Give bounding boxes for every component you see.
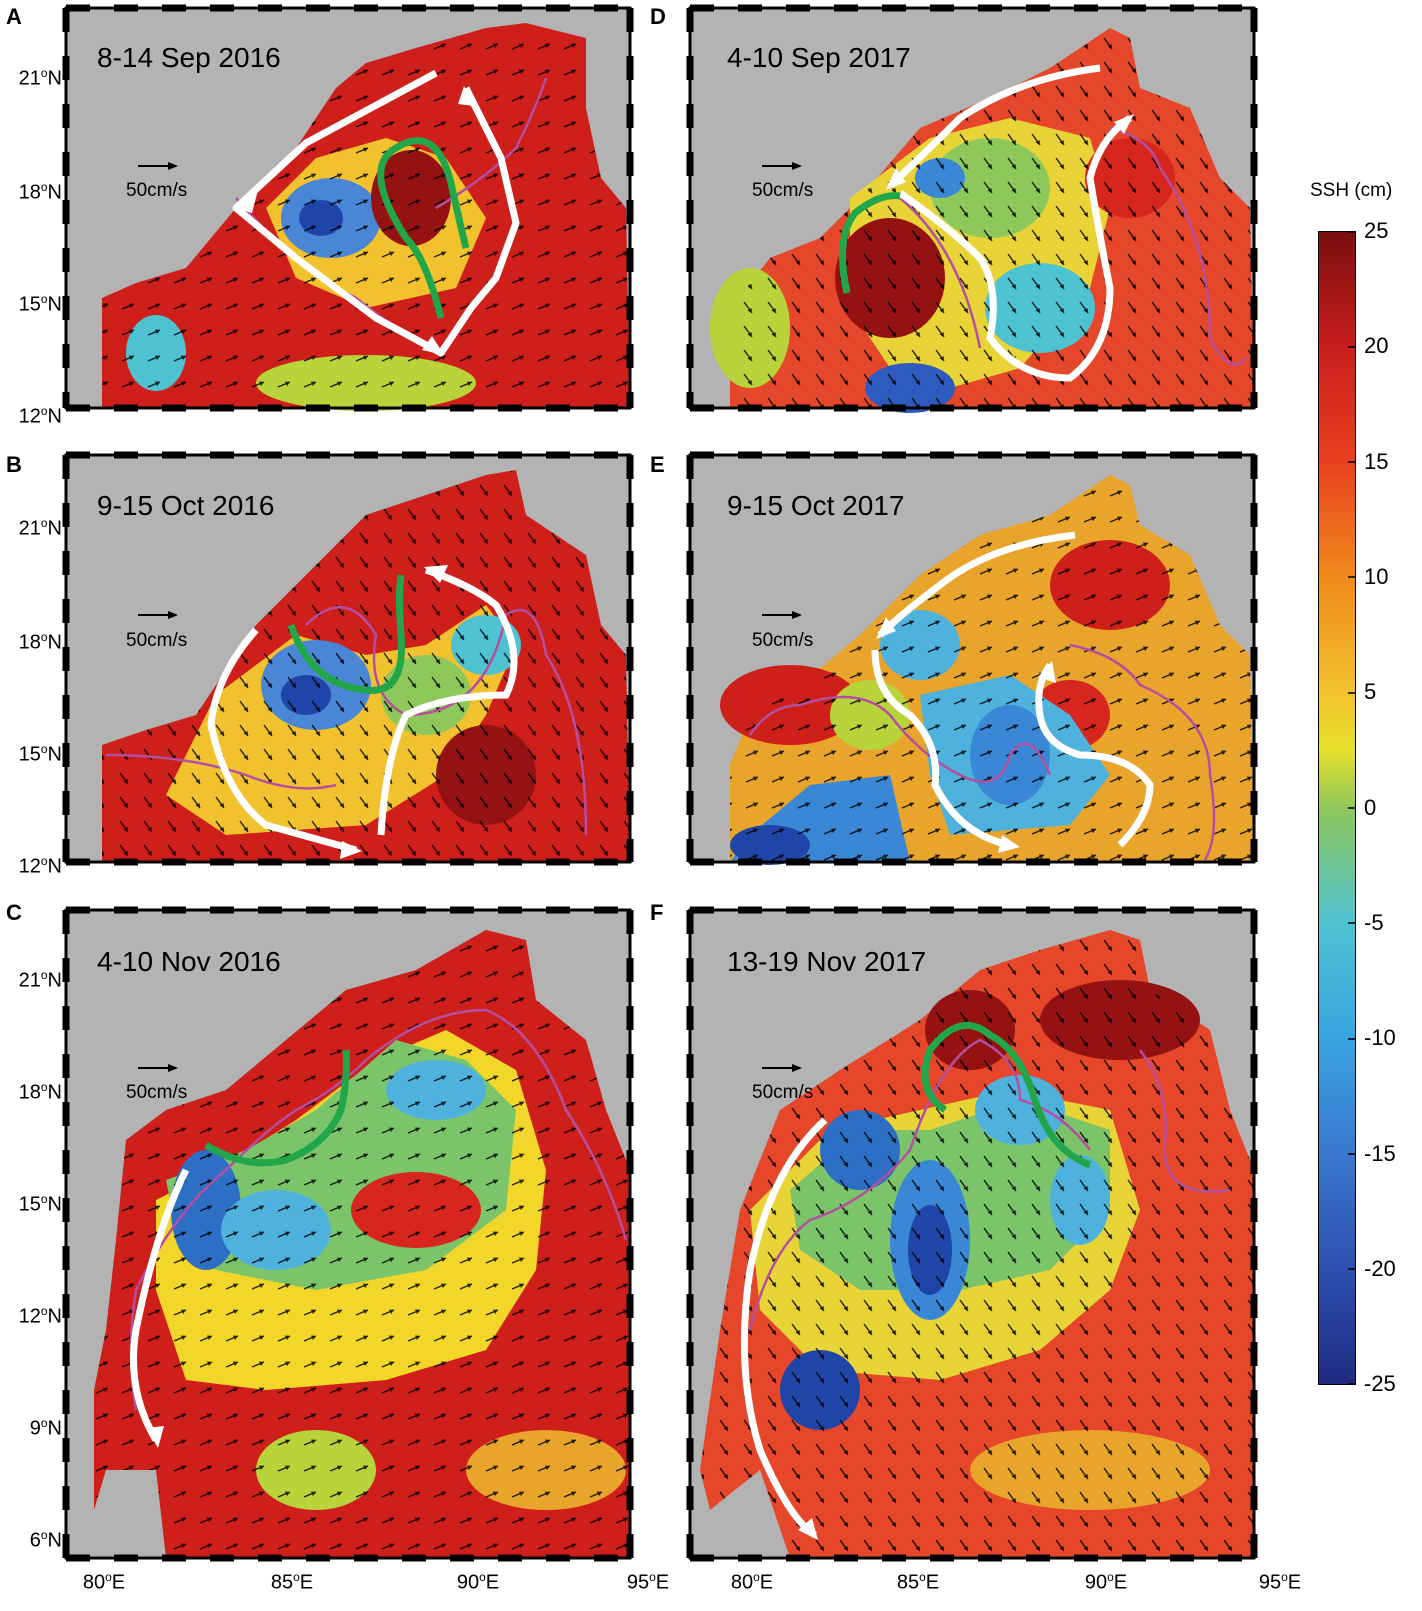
lon-label-right-80: 80oE <box>730 1570 774 1594</box>
panel-label-b: B <box>6 452 22 477</box>
panel-label-a: A <box>6 4 22 29</box>
scale-label-a: 50cm/s <box>126 180 188 201</box>
map-svg-f <box>686 906 1258 1562</box>
lon-label-left-90: 90oE <box>456 1570 500 1594</box>
lat-label-b-15: 15oN <box>18 742 62 766</box>
colorbar-tick-0: 0 <box>1364 795 1377 820</box>
lon-label-right-85: 85oE <box>896 1570 940 1594</box>
lat-label-a-18: 18oN <box>18 180 62 204</box>
panel-label-e: E <box>650 452 665 477</box>
panel-title-c: 4-10 Nov 2016 <box>97 946 281 977</box>
panel-label-f: F <box>650 900 664 925</box>
lat-label-b-12: 12oN <box>18 854 62 878</box>
lat-label-c-9: 9oN <box>29 1416 62 1440</box>
colorbar-title: SSH (cm) <box>1310 180 1393 201</box>
colorbar-tick-minus10: -10 <box>1364 1025 1396 1050</box>
map-panel-d <box>686 4 1258 413</box>
colorbar-svg <box>1317 230 1357 1386</box>
lon-label-right-90: 90oE <box>1084 1570 1128 1594</box>
lat-label-c-15: 15oN <box>18 1192 62 1216</box>
colorbar-tick-10: 10 <box>1364 564 1389 589</box>
map-panel-f <box>686 906 1258 1562</box>
colorbar-tick-25: 25 <box>1364 218 1389 243</box>
map-panel-c <box>62 906 634 1562</box>
panel-label-d: D <box>650 4 666 29</box>
map-panel-e <box>686 451 1258 866</box>
lon-label-right-95: 95oE <box>1258 1570 1302 1594</box>
panel-title-f: 13-19 Nov 2017 <box>727 946 927 977</box>
lat-label-a-21: 21oN <box>18 66 62 90</box>
lat-label-c-6: 6oN <box>29 1528 62 1552</box>
colorbar-tick-minus5: -5 <box>1364 910 1384 935</box>
scale-label-f: 50cm/s <box>752 1082 814 1103</box>
lat-label-c-18: 18oN <box>18 1080 62 1104</box>
lat-label-c-12: 12oN <box>18 1304 62 1328</box>
lon-label-left-95: 95oE <box>626 1570 670 1594</box>
scale-label-d: 50cm/s <box>752 180 814 201</box>
panel-title-a: 8-14 Sep 2016 <box>97 42 281 73</box>
panel-title-d: 4-10 Sep 2017 <box>727 42 911 73</box>
ssh-colorbar <box>1317 230 1357 1386</box>
map-svg-d <box>686 4 1258 413</box>
lon-label-left-80: 80oE <box>82 1570 126 1594</box>
panel-title-b: 9-15 Oct 2016 <box>97 490 275 521</box>
colorbar-tick-5: 5 <box>1364 679 1377 704</box>
map-panel-a <box>62 4 634 412</box>
colorbar-tick-minus20: -20 <box>1364 1256 1396 1281</box>
lat-label-a-12: 12oN <box>18 404 62 428</box>
scale-label-b: 50cm/s <box>126 630 188 651</box>
map-svg-b <box>62 451 634 866</box>
lat-label-b-18: 18oN <box>18 630 62 654</box>
scale-label-c: 50cm/s <box>126 1082 188 1103</box>
lon-label-left-85: 85oE <box>270 1570 314 1594</box>
scale-label-e: 50cm/s <box>752 630 814 651</box>
map-svg-a <box>62 4 634 412</box>
colorbar-tick-15: 15 <box>1364 449 1389 474</box>
panel-title-e: 9-15 Oct 2017 <box>727 490 905 521</box>
colorbar-tick-20: 20 <box>1364 333 1389 358</box>
map-panel-b <box>62 451 634 866</box>
colorbar-tick-minus15: -15 <box>1364 1141 1396 1166</box>
map-svg-c <box>62 906 634 1562</box>
lat-label-a-15: 15oN <box>18 292 62 316</box>
panel-label-c: C <box>6 900 22 925</box>
lat-label-b-21: 21oN <box>18 516 62 540</box>
colorbar-tick-minus25: -25 <box>1364 1371 1396 1396</box>
map-svg-e <box>686 451 1258 866</box>
lat-label-c-21: 21oN <box>18 968 62 992</box>
